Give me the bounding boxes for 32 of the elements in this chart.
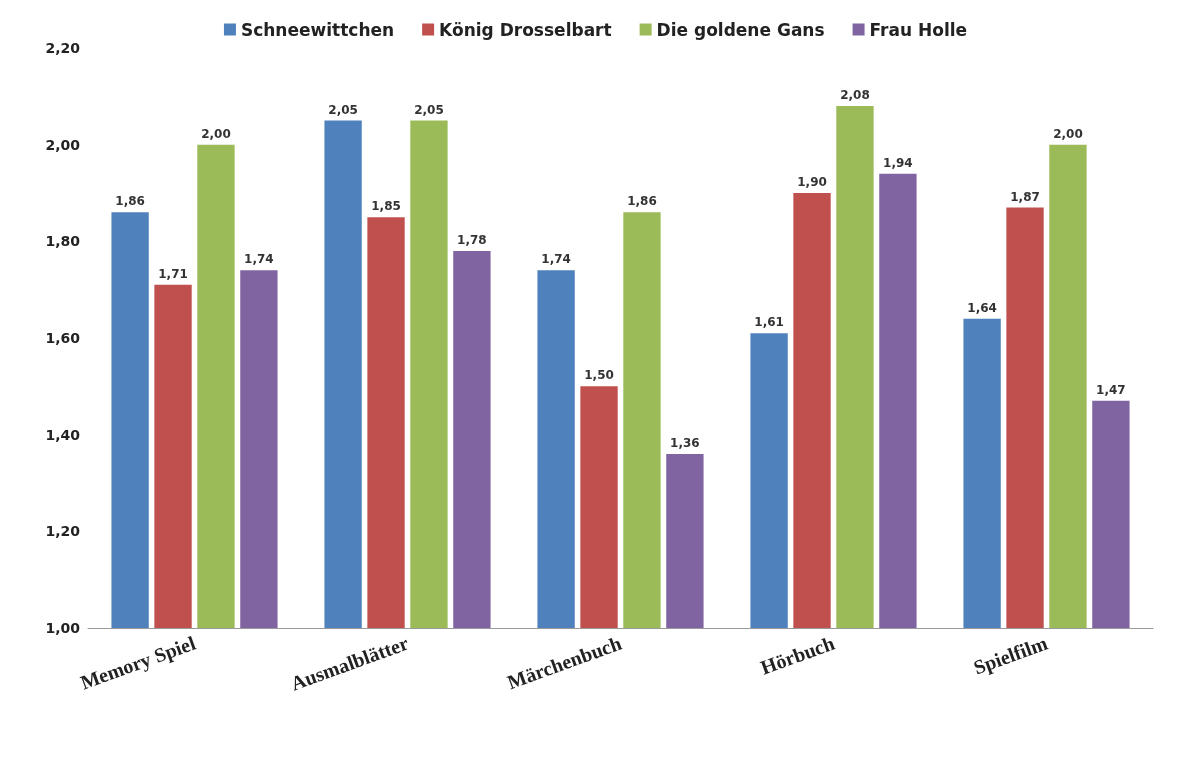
data-label: 1,36 [670, 436, 700, 450]
y-tick-label: 1,00 [45, 620, 81, 636]
data-label: 1,74 [541, 252, 571, 267]
data-label: 1,86 [627, 194, 657, 209]
data-label: 1,74 [244, 252, 274, 267]
data-label: 1,86 [115, 194, 145, 209]
data-label: 1,78 [457, 233, 487, 247]
data-label: 1,47 [1096, 382, 1126, 397]
y-tick-label: 1,60 [45, 330, 81, 346]
legend-label: Die goldene Gans [656, 19, 825, 40]
y-tick-label: 2,00 [45, 136, 81, 153]
data-label: 1,50 [584, 368, 614, 383]
data-label: 2,05 [328, 102, 358, 117]
data-label: 1,90 [797, 175, 827, 189]
data-label: 2,00 [1053, 126, 1083, 141]
data-label: 1,87 [1010, 189, 1040, 204]
y-tick-label: 2,20 [45, 40, 81, 56]
data-label: 1,94 [883, 155, 913, 170]
y-tick-label: 1,80 [45, 233, 81, 250]
legend-label: König Drosselbart [439, 19, 612, 40]
data-label: 1,71 [158, 266, 188, 281]
legend-label: Schneewittchen [240, 19, 395, 40]
y-tick-label: 1,40 [45, 426, 81, 443]
y-tick-label: 1,20 [45, 523, 81, 540]
data-label: 2,05 [414, 102, 444, 117]
data-label: 1,61 [754, 315, 784, 330]
data-label: 1,85 [371, 199, 401, 214]
x-tick-label: Spielfilm [970, 631, 1051, 680]
data-label: 1,64 [967, 300, 997, 315]
data-label: 2,00 [201, 126, 231, 141]
legend-label: Frau Holle [869, 19, 968, 40]
data-label: 2,08 [840, 88, 870, 102]
